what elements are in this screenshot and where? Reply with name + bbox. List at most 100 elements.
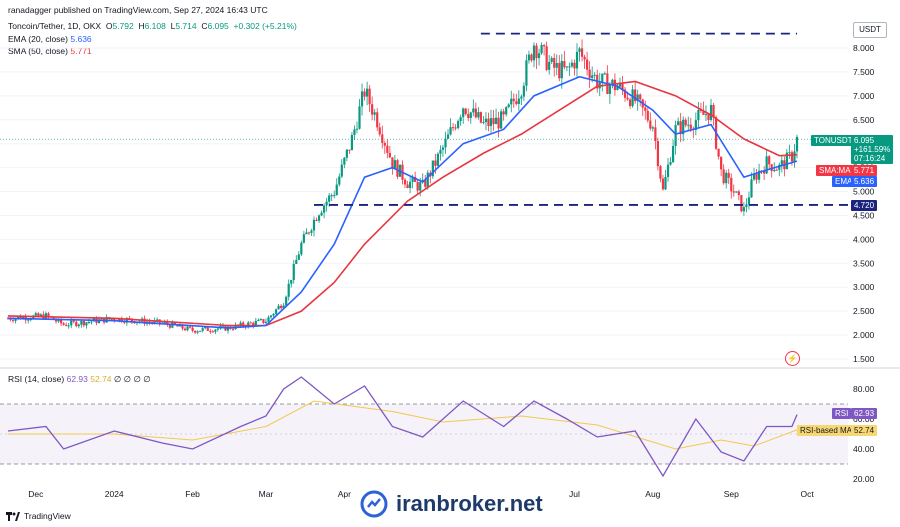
x-tick-label: Oct [800,489,814,499]
ema-legend[interactable]: EMA (20, close) 5.636 [8,34,92,44]
candle-body [262,319,265,323]
candle-body [143,318,146,324]
candle-body [439,149,442,154]
candle-body [545,46,548,70]
candle-body [325,201,328,206]
x-tick-label: Mar [259,489,274,499]
candle-body [543,45,546,47]
candle-body [290,280,293,284]
sma-tag: SMA:MA [816,165,854,176]
x-tick-label: 2024 [105,489,124,499]
y-tick-label: 6.500 [853,115,875,125]
close-label: C [201,21,208,31]
candle-body [664,176,667,190]
symbol-name[interactable]: Toncoin/Tether, 1D, OKX [8,21,102,31]
candle-body [358,106,361,129]
price-tag: 6.095 +161.59% 07:16:24 [851,135,894,164]
change-value: +0.302 (+5.21%) [233,21,297,31]
candle-body [507,104,510,108]
candle-body [163,322,166,324]
currency-selector[interactable]: USDT [853,22,887,38]
tradingview-brand: TradingView [24,511,71,521]
sma-legend[interactable]: SMA (50, close) 5.771 [8,46,92,56]
candle-body [474,108,477,118]
y-tick-label: 2.000 [853,330,875,340]
y-tick-label: 8.000 [853,43,875,53]
candle-body [634,89,637,102]
candle-body [57,319,60,322]
candle-body [525,60,528,86]
candle-body [363,91,366,97]
candle-body [522,85,525,97]
ema-tag: EMA [832,176,856,187]
sma-legend-value: 5.771 [70,46,92,56]
candle-body [649,120,652,129]
candle-body [118,318,121,322]
candle-body [257,319,260,321]
candle-body [765,156,768,174]
candle-body [183,328,187,331]
candle-body [173,322,177,325]
candle-body [360,91,364,107]
candle-body [396,160,399,177]
candle-body [188,326,192,328]
candle-body [34,313,37,316]
candle-body [17,316,20,319]
rsi-legend[interactable]: RSI (14, close) 62.93 52.74 ∅ ∅ ∅ ∅ [8,374,151,385]
candle-body [345,149,348,158]
y-tick-label: 3.500 [853,258,875,268]
rsi-legend-extra: ∅ ∅ ∅ ∅ [113,374,151,384]
candle-body [239,322,242,326]
watermark-logo-icon [360,490,388,518]
candle-body [386,145,389,153]
candle-body [446,134,450,139]
ema-legend-value: 5.636 [70,34,92,44]
watermark: iranbroker.net [360,490,543,518]
tradingview-footer[interactable]: TradingView [6,511,71,521]
candle-body [464,108,467,115]
rsi-tick-label: 40.00 [853,444,875,454]
candle-body [365,88,369,97]
candle-body [459,117,462,122]
candle-body [689,124,692,129]
candle-body [353,129,356,135]
candle-body [295,259,298,264]
candle-body [742,207,745,212]
candle-body [348,149,351,151]
candle-body [264,321,268,323]
lightning-icon[interactable]: ⚡ [785,351,800,366]
x-tick-label: Apr [338,489,351,499]
candle-body [575,51,579,69]
candle-body [368,88,371,105]
candle-body [717,148,720,157]
candle-body [242,322,245,327]
candle-body [125,318,128,323]
candle-body [720,156,723,170]
candle-body [482,122,485,124]
candle-body [735,191,738,193]
candle-body [492,118,495,125]
candle-body [388,152,391,158]
candle-body [199,330,202,332]
candle-body [502,111,505,115]
candle-body [403,179,407,185]
candle-body [573,62,576,69]
candle-body [550,57,553,62]
candle-body [656,141,660,167]
y-tick-label: 4.500 [853,210,875,220]
candle-body [411,176,414,182]
candle-body [343,157,346,165]
open-label: O [105,21,113,31]
candle-body [757,170,761,180]
candle-body [272,313,275,316]
candle-body [472,108,475,113]
candle-body [317,215,321,221]
candle-body [373,112,376,115]
candle-body [608,85,611,94]
rsi-tick-label: 60.00 [853,414,875,424]
rsi-tick-label: 20.00 [853,474,875,484]
candle-body [181,324,184,329]
candle-body [47,313,50,317]
candle-body [707,114,710,120]
